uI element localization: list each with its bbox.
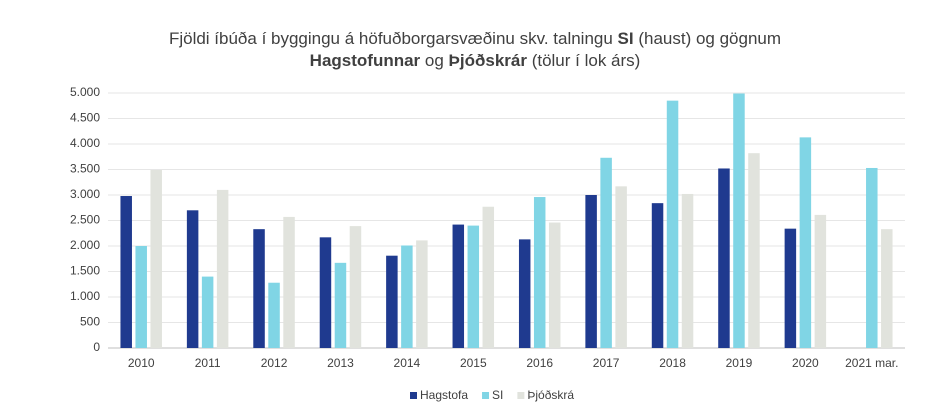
x-tick-label: 2016 [526,356,553,370]
bar [748,153,760,348]
legend-label: Þjóðskrá [527,388,574,402]
x-tick-label: 2010 [128,356,155,370]
bar [482,206,495,348]
bar [334,262,347,348]
bar [814,214,827,348]
bar [283,216,295,348]
bar [216,189,229,348]
y-tick-label: 1.000 [70,289,100,303]
bar [386,255,398,348]
legend-swatch [517,392,525,399]
bar [784,228,797,348]
bar [533,197,546,348]
legend-label: SI [492,388,503,402]
bar [681,193,694,348]
title-part: Þjóðskrár [449,51,528,70]
title-part: Fjöldi íbúða í byggingu á höfuðborgarsvæ… [169,29,618,48]
bar [518,239,531,348]
bar [866,167,878,348]
legend-label: Hagstofa [420,388,468,402]
title-part: (haust) og gögnum [634,29,781,48]
title-part: SI [618,29,634,48]
bar [799,137,812,348]
y-tick-label: 5.000 [70,85,100,99]
chart-title: Fjöldi íbúða í byggingu á höfuðborgarsvæ… [169,29,781,48]
x-tick-label: 2011 [195,356,221,370]
bar [186,210,199,348]
bar [416,240,428,348]
bar [150,170,162,348]
title-part: Hagstofunnar [310,51,421,70]
y-tick-label: 500 [80,315,100,329]
bar [733,93,745,348]
bar [718,168,730,348]
x-tick-label: 2014 [394,356,421,370]
bar [319,237,332,348]
bar [666,100,679,349]
x-tick-label: 2013 [327,356,354,370]
y-tick-label: 3.500 [70,162,100,176]
x-tick-label: 2015 [460,356,487,370]
x-tick-label: 2020 [792,356,819,370]
y-tick-label: 2.000 [70,238,100,252]
y-tick-label: 0 [93,340,100,354]
y-tick-label: 4.000 [70,136,100,150]
y-tick-label: 2.500 [70,213,100,227]
title-part: (tölur í lok árs) [527,51,640,70]
bar [401,245,413,348]
bar [120,196,132,348]
bar [349,226,362,348]
bar [600,157,612,348]
bar [467,225,480,348]
bar [253,229,265,348]
bar [201,276,214,348]
y-tick-label: 4.500 [70,111,100,125]
bar [268,282,280,348]
x-tick-label: 2021 mar. [845,356,898,370]
bar [452,224,465,348]
chart-title: Hagstofunnar og Þjóðskrár (tölur í lok á… [310,51,641,70]
legend-swatch [410,392,417,399]
x-tick-label: 2019 [726,356,753,370]
x-tick-label: 2018 [659,356,686,370]
bar [881,229,893,348]
bar [548,222,561,348]
title-part: og [420,51,448,70]
bar [651,203,664,348]
x-tick-label: 2012 [261,356,288,370]
y-tick-label: 1.500 [70,264,100,278]
bar [585,195,597,348]
bar [615,186,627,348]
y-tick-label: 3.000 [70,187,100,201]
x-tick-label: 2017 [593,356,620,370]
bar [135,246,147,348]
legend-swatch [482,392,490,399]
